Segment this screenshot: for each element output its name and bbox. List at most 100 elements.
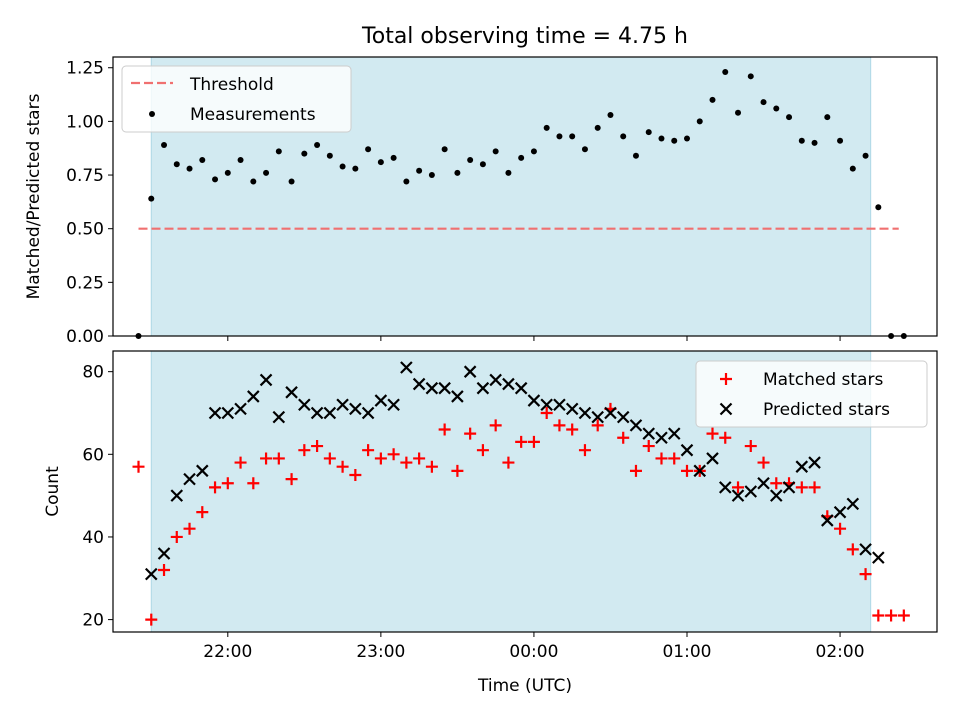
measurement-point — [658, 135, 665, 142]
x-tick-label: 02:00 — [816, 642, 865, 662]
matched-star-point — [515, 435, 528, 448]
matched-star-point — [260, 452, 273, 465]
predicted-star-point — [578, 406, 592, 420]
measurement-point — [212, 176, 219, 183]
predicted-star-point — [616, 410, 630, 424]
count-panel: 20 40 60 80 22:00 23:00 00:00 01:00 02:00 Count Ti… — [43, 350, 938, 696]
measurement-point — [849, 165, 856, 172]
predicted-star-point — [476, 381, 490, 395]
matched-star-point — [425, 460, 438, 473]
matched-star-point — [489, 419, 502, 432]
measurement-point — [645, 129, 652, 136]
measurement-point — [683, 135, 690, 142]
matched-star-point — [808, 481, 821, 494]
matched-star-point — [413, 452, 426, 465]
predicted-star-point — [144, 567, 158, 581]
measurement-point — [161, 141, 168, 148]
predicted-star-point — [183, 472, 196, 486]
predicted-star-point — [514, 381, 528, 395]
matched-star-point — [834, 522, 847, 535]
y-tick-label: 0.50 — [66, 220, 104, 240]
predicted-star-point — [349, 402, 362, 416]
matched-star-point — [234, 456, 247, 469]
predicted-star-point — [795, 460, 809, 473]
legend-measurement-swatch — [149, 111, 155, 117]
matched-star-point — [719, 431, 732, 444]
predicted-star-point — [412, 377, 426, 391]
legend-predicted-swatch — [719, 402, 733, 416]
matched-star-point — [872, 609, 885, 622]
predicted-star-point — [808, 456, 821, 469]
legend-matched-swatch — [720, 373, 732, 385]
predicted-star-point — [387, 398, 400, 411]
predicted-star-point — [667, 427, 681, 440]
predicted-star-point — [859, 543, 872, 556]
predicted-star-point — [247, 390, 260, 403]
measurement-point — [556, 133, 563, 140]
measurement-point — [620, 133, 627, 140]
measurement-point — [467, 157, 474, 164]
matched-star-point — [400, 456, 413, 469]
predicted-star-point — [591, 410, 604, 424]
matched-star-point — [553, 419, 566, 432]
legend: Threshold Measurements — [121, 65, 352, 133]
measurement-point — [709, 96, 716, 103]
measurement-point — [824, 114, 831, 121]
matched-star-point — [859, 568, 872, 581]
predicted-star-point — [565, 402, 579, 416]
x-tick-label: 00:00 — [509, 642, 558, 662]
matched-star-point — [183, 522, 196, 535]
predicted-star-point — [757, 476, 770, 490]
legend-box — [695, 360, 928, 428]
measurement-point — [186, 165, 193, 172]
measurement-point — [301, 150, 308, 157]
predicted-star-point — [655, 431, 668, 445]
y-tick-label: 1.25 — [66, 59, 104, 79]
matched-star-point — [451, 464, 464, 477]
matched-star-point — [706, 427, 719, 440]
matched-star-point — [642, 440, 655, 453]
matched-star-point — [438, 423, 451, 436]
measurement-point — [696, 118, 703, 125]
y-tick-label: 40 — [82, 528, 104, 548]
predicted-star-point — [336, 398, 349, 411]
predicted-star-point — [629, 419, 643, 432]
predicted-star-point — [706, 452, 719, 465]
predicted-star-point — [872, 551, 885, 564]
measurement-point — [148, 195, 155, 202]
predicted-star-point — [285, 386, 298, 399]
predicted-star-point — [731, 489, 745, 502]
measurement-point — [428, 172, 435, 179]
predicted-star-point — [438, 381, 451, 395]
x-tick-label: 01:00 — [662, 642, 711, 662]
x-axis-label: Time (UTC) — [477, 676, 572, 696]
predicted-star-point — [833, 505, 847, 519]
predicted-star-point — [846, 497, 860, 511]
predicted-star-point — [170, 489, 184, 502]
measurement-point — [352, 165, 359, 172]
matched-star-point — [897, 609, 910, 622]
matched-star-point — [502, 456, 515, 469]
legend-threshold-label: Threshold — [189, 75, 274, 95]
measurement-point — [479, 161, 486, 168]
matched-star-point — [629, 464, 642, 477]
y-tick-label: 80 — [82, 363, 104, 383]
measurement-point — [760, 99, 767, 106]
matched-star-point — [540, 406, 553, 419]
predicted-star-point — [221, 406, 235, 420]
measurement-point — [773, 105, 780, 112]
axes-frame — [112, 56, 938, 337]
matched-star-point — [885, 609, 898, 622]
predicted-star-point — [259, 373, 273, 387]
matched-star-point — [349, 468, 362, 481]
matched-star-point — [221, 477, 234, 490]
predicted-star-point — [361, 406, 375, 420]
y-axis-label: Matched/Predicted stars — [24, 93, 44, 299]
measurement-point — [671, 137, 678, 144]
measurement-point — [735, 109, 742, 116]
matched-star-point — [170, 530, 183, 543]
matched-star-point — [158, 564, 171, 577]
measurement-point — [798, 137, 805, 144]
measurement-point — [416, 167, 423, 174]
measurement-point — [403, 178, 410, 185]
